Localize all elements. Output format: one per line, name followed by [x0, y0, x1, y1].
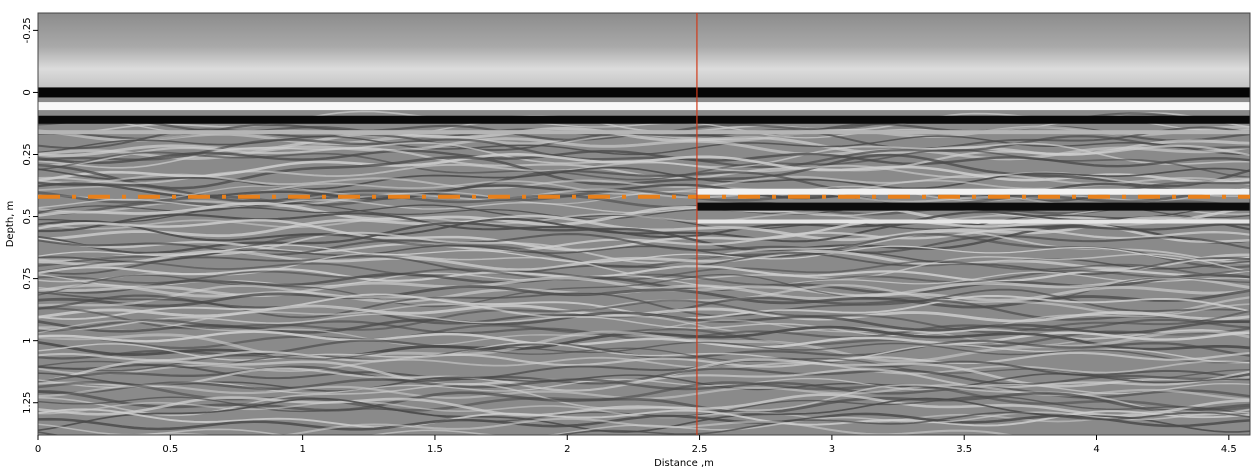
reflection-line: [38, 148, 1250, 181]
reflection-line: [38, 251, 1250, 276]
surface-band: [38, 87, 1250, 98]
surface-band: [38, 102, 1250, 111]
reflection-line: [38, 357, 1250, 381]
reflection-line: [38, 411, 1250, 435]
reflection-line: [38, 252, 1250, 283]
x-tick-label: 1: [299, 444, 305, 455]
x-tick-label: 0: [35, 444, 41, 455]
interface-band-light: [696, 188, 1250, 195]
y-tick-label: 1: [22, 337, 33, 343]
reflection-line: [132, 417, 1016, 435]
y-axis: -0.25 0 0.25 0.5 0.75 1 1.25: [22, 17, 38, 414]
y-tick-label: 0.75: [22, 267, 33, 289]
reflection-line: [38, 319, 1250, 347]
y-tick-label: 0.25: [22, 143, 33, 165]
plot-frame: [37, 12, 1251, 436]
surface-band: [38, 115, 1250, 124]
x-axis-title: Distance ,m: [654, 458, 714, 468]
x-tick-label: 2: [564, 444, 570, 455]
y-tick-label: 0.5: [22, 209, 33, 225]
x-tick-label: 3.5: [956, 444, 972, 455]
x-tick-label: 4: [1093, 444, 1099, 455]
plot-area: [38, 13, 1250, 435]
reflection-line: [38, 271, 1250, 289]
x-tick-label: 3: [829, 444, 835, 455]
reflection-line: [38, 412, 1250, 431]
x-axis: 0 0.5 1 1.5 2 2.5 3 3.5 4 4.5: [35, 435, 1237, 455]
reflection-line: [38, 210, 1250, 239]
reflection-line: [38, 272, 1250, 295]
x-tick-label: 1.5: [427, 444, 443, 455]
reflection-line: [38, 356, 1250, 376]
reference-lines: [38, 13, 1250, 435]
reflection-line: [38, 380, 1250, 412]
reflection-line: [38, 377, 1250, 395]
reflection-line: [38, 264, 1250, 283]
reflection-line: [38, 341, 1250, 364]
reflection-line: [38, 134, 1250, 169]
reflection-line: [38, 260, 1250, 281]
reflection-line: [38, 350, 1250, 368]
reflection-line: [38, 221, 1250, 255]
surface-band: [38, 130, 1250, 135]
reflection-line: [38, 330, 1250, 349]
air-gradient-zone: [38, 13, 1250, 88]
x-tick-label: 0.5: [162, 444, 178, 455]
reflection-line: [38, 346, 1250, 380]
x-tick-label: 4.5: [1221, 444, 1237, 455]
y-tick-label: 0: [22, 89, 33, 95]
y-tick-label: -0.25: [22, 17, 33, 43]
reflection-line: [38, 303, 1250, 334]
reflection-line: [38, 169, 1250, 203]
reflection-line: [38, 393, 1250, 418]
reflection-line: [38, 395, 1250, 422]
reflection-line: [38, 217, 1250, 244]
surface-reflection-bands: [38, 87, 1250, 224]
reflection-line: [38, 228, 1250, 254]
reflection-line: [38, 341, 1250, 369]
y-tick-label: 1.25: [22, 392, 33, 414]
reflection-line: [38, 153, 1250, 190]
reflection-line: [38, 324, 1250, 350]
x-tick-label: 2.5: [692, 444, 708, 455]
y-axis-title: Depth, m: [5, 201, 16, 248]
interface-band-light-2: [696, 219, 1250, 224]
reflection-line: [38, 249, 1250, 272]
reflection-line: [38, 339, 1250, 360]
interface-band-dark: [696, 202, 1250, 211]
reflection-line: [38, 372, 1250, 392]
reflection-line: [38, 173, 1250, 190]
reflection-line: [38, 408, 1250, 429]
